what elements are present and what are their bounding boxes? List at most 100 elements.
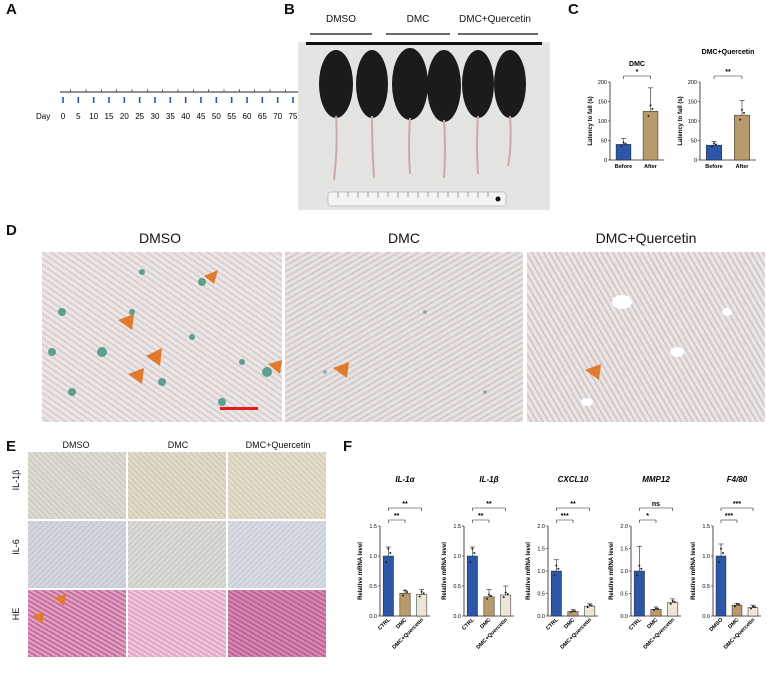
- data-point: [671, 599, 674, 602]
- data-point: [586, 606, 589, 609]
- significance-label: **: [478, 513, 484, 520]
- category-label: DMC+Quercetin: [643, 617, 677, 651]
- data-point: [655, 607, 657, 610]
- y-axis-label: Relative mRNA level: [358, 542, 364, 600]
- ihc-column-dmc-quercetin: DMC+Quercetin: [245, 440, 311, 450]
- y-tick-label: 1.0: [537, 569, 545, 575]
- data-point: [750, 607, 752, 610]
- group-label-dmc-quercetin: DMC+Quercetin: [459, 14, 531, 25]
- timeline-tick-label: 30: [151, 112, 160, 121]
- data-point: [624, 142, 627, 145]
- chart-f-cxcl10: CXCL10 0.0 0.5 1.0 1.5 2.0 Relative mRNA level…: [526, 475, 598, 651]
- ihc-row-il6: IL-6: [11, 539, 21, 555]
- bar-dmc-quercetin: [667, 602, 679, 617]
- ihc-row-he: HE: [11, 607, 21, 621]
- ihc-image-il6-dmc: [128, 521, 226, 588]
- category-label: CTRL: [628, 617, 643, 632]
- bar-dmso: [715, 555, 727, 617]
- chart-f-f480: F4/80 0.0 0.5 1.0 1.5 Relative mRNA level DMSO…: [691, 475, 761, 651]
- data-point: [572, 609, 574, 612]
- timeline-prefix: Day: [36, 112, 50, 121]
- data-point: [389, 552, 392, 554]
- timeline-tick-label: 5: [76, 112, 81, 121]
- y-tick-label: 0.5: [620, 592, 628, 598]
- timeline-tick-label: 40: [181, 112, 190, 121]
- y-tick-label: 100: [688, 119, 697, 125]
- condition-title-dmc: DMC: [388, 230, 420, 246]
- data-point: [422, 592, 425, 595]
- y-tick-label: 1.5: [369, 524, 377, 530]
- chart-f-mmp12: MMP12 0.0 0.5 1.0 1.5 2.0 Relative mRNA level C…: [609, 475, 681, 651]
- data-point: [385, 561, 388, 563]
- timeline-tick-label: 15: [105, 112, 114, 121]
- category-label: DMC: [395, 617, 408, 630]
- bar-dmc-quercetin: [500, 594, 512, 617]
- significance-label: *: [636, 69, 639, 76]
- y-tick-label: 0.5: [453, 584, 461, 590]
- data-point: [469, 561, 472, 563]
- y-tick-label: 2.0: [620, 524, 628, 530]
- data-point: [738, 603, 740, 606]
- arrowhead: [585, 364, 601, 380]
- group-label-dmso: DMSO: [326, 14, 356, 25]
- ihc-column-dmc: DMC: [167, 440, 189, 450]
- data-point: [640, 567, 643, 570]
- group-underlines: [310, 33, 538, 35]
- data-point: [720, 547, 722, 550]
- bar-dmc-quercetin: [747, 607, 759, 617]
- category-label: DMC+Quercetin: [476, 617, 510, 651]
- data-point: [553, 574, 556, 577]
- bar-after: [642, 111, 659, 161]
- y-tick-label: 50: [601, 139, 607, 145]
- scale-bar: [220, 407, 258, 410]
- data-point: [488, 593, 490, 596]
- panel-label-c: C: [568, 1, 579, 18]
- bar-dmc: [483, 596, 495, 617]
- chart-f-il1b: IL-1β 0.0 0.5 1.0 1.5 Relative mRNA level CTRL…: [442, 475, 514, 651]
- timeline-ticks: 0 5 10 15 20 25 30 35 40 45 50 55 60 65 70 75: [61, 89, 298, 121]
- histology-marks-dmso: [48, 269, 282, 410]
- he-arrowheads: [32, 594, 66, 624]
- data-point: [590, 604, 593, 607]
- y-tick-label: 1.0: [453, 554, 461, 560]
- chart-title: MMP12: [642, 475, 670, 484]
- data-point: [504, 591, 507, 594]
- mouse-photo: [298, 42, 550, 210]
- y-tick-label: 0.0: [453, 614, 461, 620]
- y-tick-label: 0.5: [369, 584, 377, 590]
- data-point: [754, 606, 756, 609]
- panel-label-e: E: [6, 438, 17, 455]
- data-point: [588, 603, 591, 606]
- data-point: [734, 605, 736, 608]
- data-point: [743, 111, 745, 114]
- y-tick-label: 150: [598, 100, 607, 106]
- y-tick-label: 1.5: [453, 524, 461, 530]
- significance-label: **: [402, 501, 408, 508]
- y-tick-label: 1.0: [620, 569, 628, 575]
- ihc-image-il1b-dmc-quercetin: [228, 452, 326, 519]
- category-label: CTRL: [461, 617, 476, 632]
- bar-dmc: [731, 604, 743, 617]
- y-tick-label: 150: [688, 100, 697, 106]
- category-label: After: [736, 164, 750, 170]
- category-label: Before: [615, 164, 632, 170]
- category-label: CTRL: [377, 617, 392, 632]
- y-axis-label: Relative mRNA level: [691, 542, 697, 600]
- y-tick-label: 1.0: [702, 554, 710, 560]
- data-point: [570, 610, 572, 613]
- category-label: After: [644, 164, 658, 170]
- data-point: [711, 145, 713, 148]
- histology-marks-dmc: [323, 310, 487, 394]
- bar-dmc: [650, 609, 662, 617]
- bar-before: [615, 144, 632, 161]
- timeline-tick-label: 75: [289, 112, 298, 121]
- y-tick-label: 1.0: [369, 554, 377, 560]
- y-tick-label: 1.5: [537, 547, 545, 553]
- chart-title: IL-1β: [479, 475, 498, 484]
- data-point: [486, 597, 488, 600]
- group-bar-line: [306, 42, 542, 45]
- data-point: [502, 596, 505, 599]
- y-tick-label: 200: [688, 80, 697, 86]
- data-point: [490, 594, 492, 597]
- y-tick-label: 50: [691, 139, 697, 145]
